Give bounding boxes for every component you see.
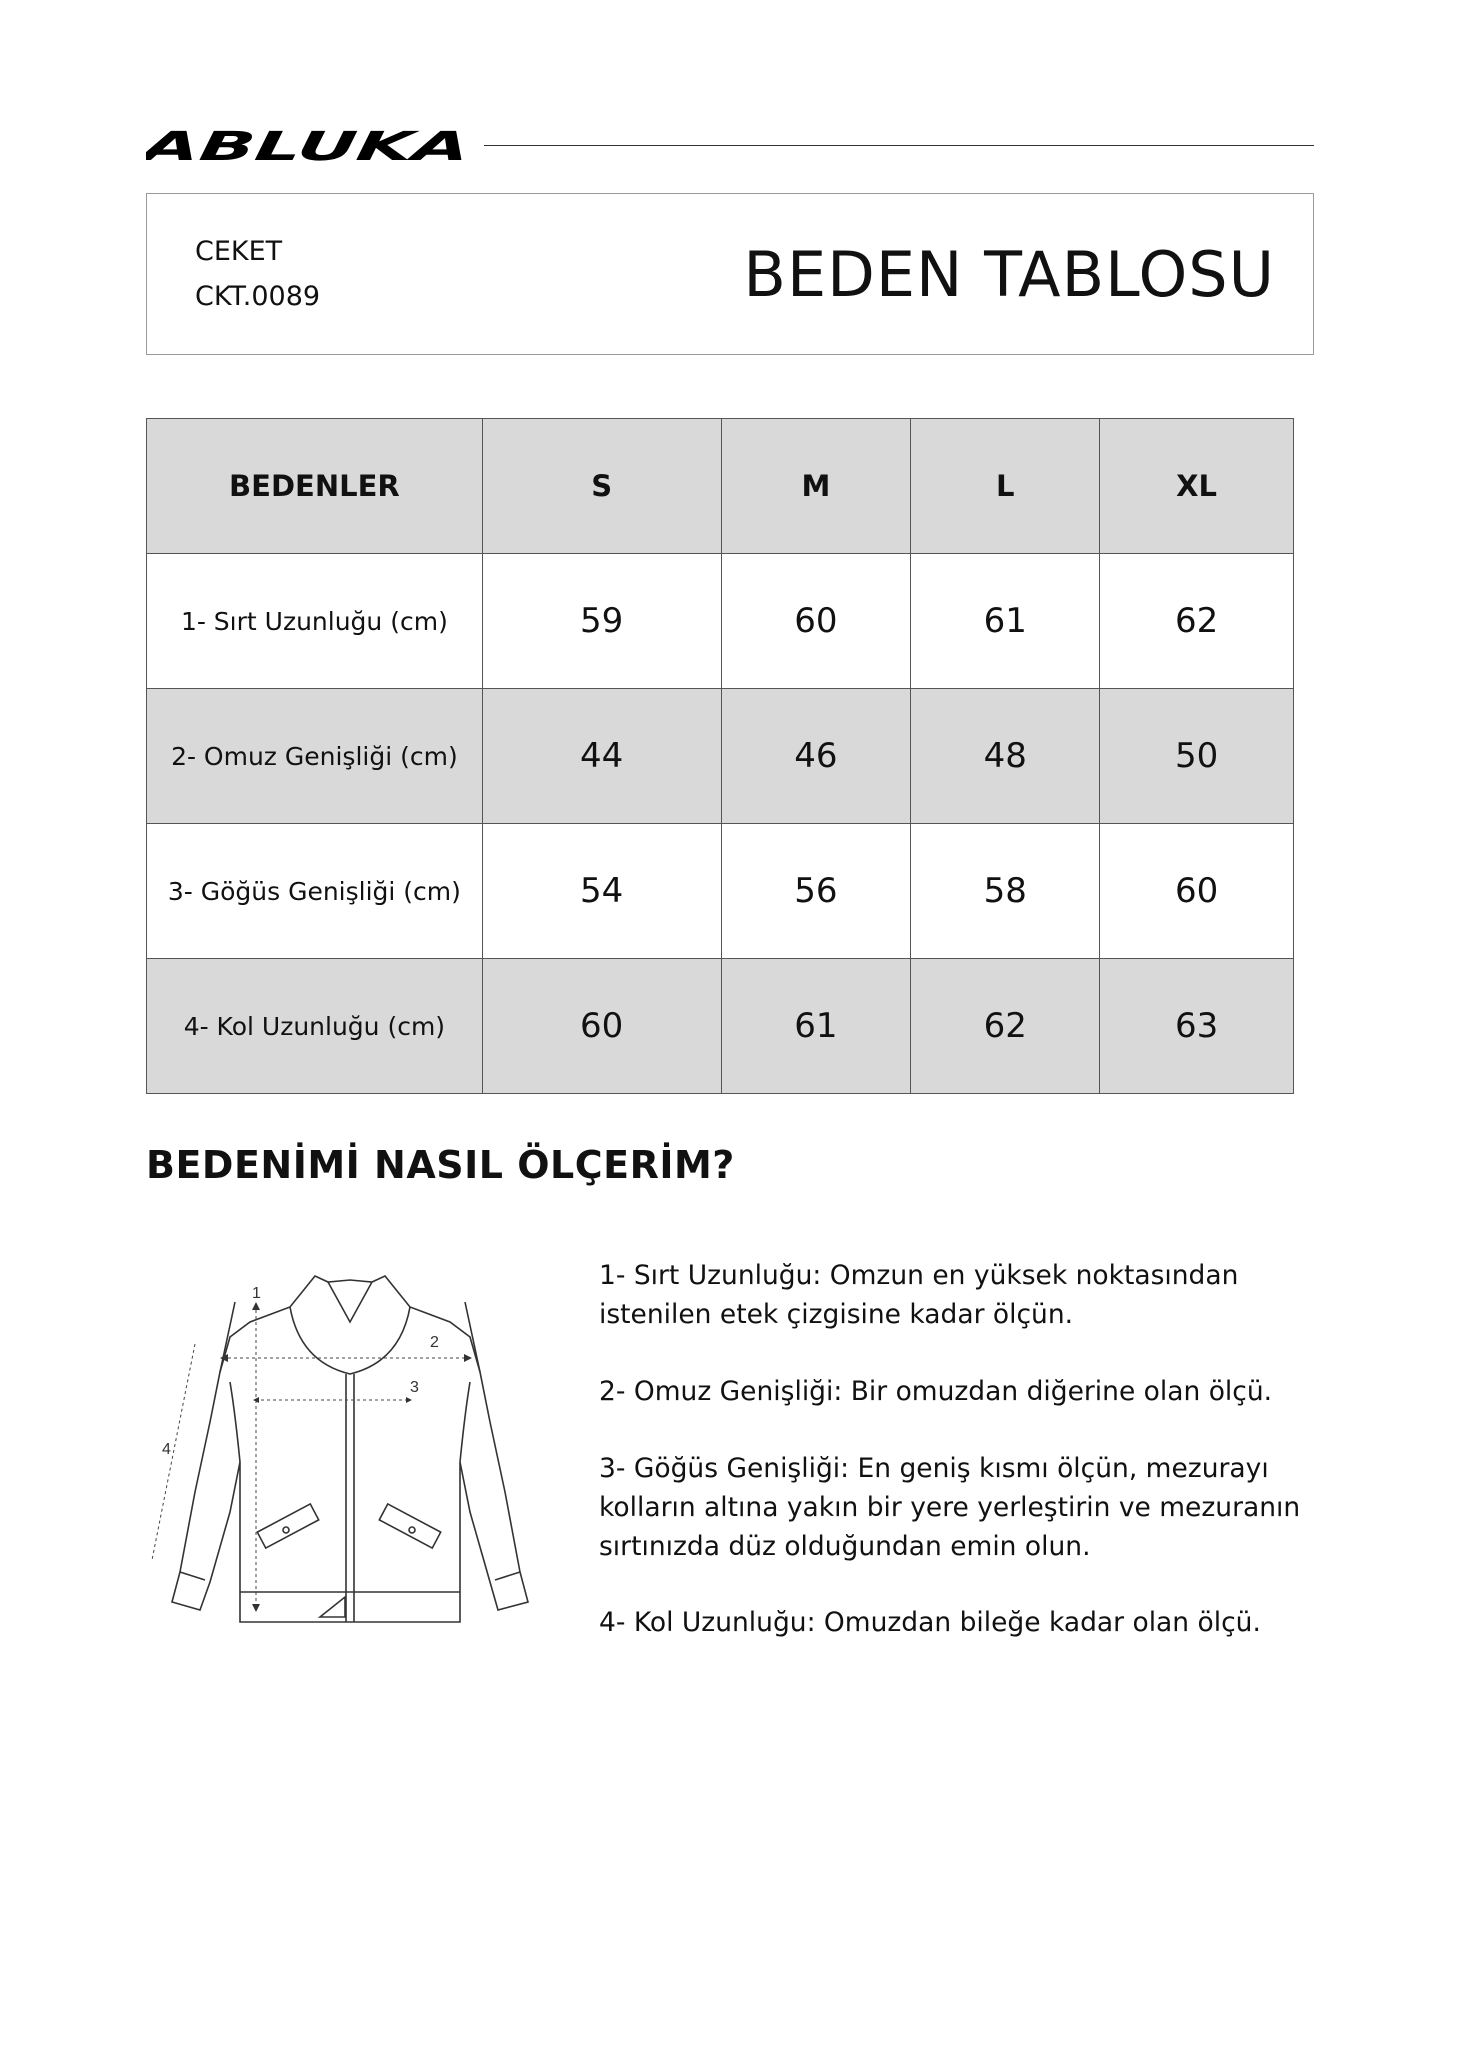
page-title: BEDEN TABLOSU: [743, 238, 1275, 311]
table-cell: 56: [720, 823, 912, 959]
table-cell: 60: [1099, 823, 1294, 959]
instruction-line: sırtınızda düz olduğundan emin olun.: [599, 1531, 1091, 1562]
table-header-row: BEDENLER S M L XL: [146, 418, 1294, 554]
measure-arrowheads: [220, 1302, 472, 1612]
table-cell: 59: [481, 553, 722, 689]
column-header: XL: [1099, 418, 1294, 554]
table-row: 4- Kol Uzunluğu (cm) 60 61 62 63: [146, 958, 1294, 1094]
header-rule: [484, 145, 1314, 146]
table-cell: 46: [720, 688, 912, 824]
table-cell: 58: [910, 823, 1101, 959]
jacket-outline: [171, 1275, 529, 1623]
table-row: 2- Omuz Genişliği (cm) 44 46 48 50: [146, 688, 1294, 824]
svg-text:ABLUKA: ABLUKA: [146, 128, 473, 164]
instruction-line: 2- Omuz Genişliği: Bir omuzdan diğerine …: [599, 1376, 1273, 1407]
column-header: M: [720, 418, 912, 554]
size-table: BEDENLER S M L XL 1- Sırt Uzunluğu (cm) …: [146, 418, 1294, 1094]
table-cell: 50: [1099, 688, 1294, 824]
table-row: 1- Sırt Uzunluğu (cm) 59 60 61 62: [146, 553, 1294, 689]
row-label: 4- Kol Uzunluğu (cm): [146, 958, 483, 1094]
instruction-line: 3- Göğüs Genişliği: En geniş kısmı ölçün…: [599, 1453, 1269, 1484]
table-cell: 62: [1099, 553, 1294, 689]
table-cell: 63: [1099, 958, 1294, 1094]
table-cell: 61: [720, 958, 912, 1094]
table-cell: 48: [910, 688, 1101, 824]
diagram-label-3: 3: [410, 1379, 419, 1396]
diagram-label-4: 4: [162, 1441, 171, 1458]
instruction-back-length: 1- Sırt Uzunluğu: Omzun en yüksek noktas…: [599, 1256, 1419, 1334]
instruction-line: 1- Sırt Uzunluğu: Omzun en yüksek noktas…: [599, 1260, 1239, 1291]
jacket-measurement-diagram: 1 2 3 4: [151, 1275, 529, 1623]
column-header: S: [481, 418, 722, 554]
table-cell: 60: [481, 958, 722, 1094]
row-label: 3- Göğüs Genişliği (cm): [146, 823, 483, 959]
instruction-line: kolların altına yakın bir yere yerleştir…: [599, 1492, 1301, 1523]
column-header: BEDENLER: [146, 418, 483, 554]
header-box: CEKET CKT.0089 BEDEN TABLOSU: [146, 193, 1314, 355]
instruction-line: istenilen etek çizgisine kadar ölçün.: [599, 1299, 1074, 1330]
table-cell: 62: [910, 958, 1101, 1094]
measure-lines: [151, 1304, 470, 1607]
instruction-chest-width: 3- Göğüs Genişliği: En geniş kısmı ölçün…: [599, 1449, 1419, 1566]
diagram-label-1: 1: [252, 1285, 261, 1302]
abluka-logo: ABLUKA: [146, 128, 473, 164]
table-cell: 60: [720, 553, 912, 689]
table-row: 3- Göğüs Genişliği (cm) 54 56 58 60: [146, 823, 1294, 959]
instruction-shoulder-width: 2- Omuz Genişliği: Bir omuzdan diğerine …: [599, 1372, 1419, 1411]
how-to-measure-heading: BEDENİMİ NASIL ÖLÇERİM?: [146, 1143, 735, 1187]
product-category: CEKET: [195, 236, 283, 267]
row-label: 1- Sırt Uzunluğu (cm): [146, 553, 483, 689]
column-header: L: [910, 418, 1101, 554]
row-label: 2- Omuz Genişliği (cm): [146, 688, 483, 824]
instruction-line: 4- Kol Uzunluğu: Omuzdan bileğe kadar ol…: [599, 1607, 1261, 1638]
product-code: CKT.0089: [195, 281, 321, 312]
diagram-label-2: 2: [430, 1334, 439, 1351]
table-cell: 61: [910, 553, 1101, 689]
table-cell: 54: [481, 823, 722, 959]
instruction-sleeve-length: 4- Kol Uzunluğu: Omuzdan bileğe kadar ol…: [599, 1603, 1419, 1642]
table-cell: 44: [481, 688, 722, 824]
